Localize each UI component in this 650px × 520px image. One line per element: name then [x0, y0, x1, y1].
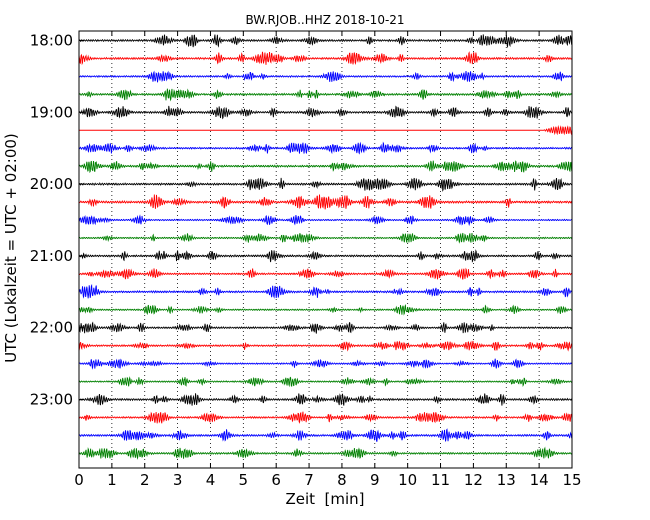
- trace-2045: [78, 232, 573, 244]
- trace-2230: [78, 358, 573, 370]
- plot-frame: [78, 30, 573, 469]
- y-tick-label-3: 21:00: [30, 247, 73, 265]
- trace-1845: [78, 88, 573, 102]
- x-tick-label-1: 1: [107, 471, 117, 489]
- x-tick-label-13: 13: [497, 471, 516, 489]
- x-tick-label-14: 14: [530, 471, 549, 489]
- x-tick-label-12: 12: [464, 471, 483, 489]
- trace-2030: [78, 214, 573, 227]
- trace-2145: [78, 303, 573, 316]
- trace-1945: [78, 160, 573, 174]
- trace-2115: [78, 267, 573, 280]
- x-tick-label-2: 2: [140, 471, 150, 489]
- x-axis-label: Zeit [min]: [285, 490, 364, 508]
- trace-1830: [78, 70, 573, 83]
- x-tick-label-9: 9: [370, 471, 380, 489]
- trace-1900: [78, 105, 573, 120]
- chart-title: BW.RJOB..HHZ 2018-10-21: [245, 13, 404, 27]
- x-tick-label-10: 10: [398, 471, 417, 489]
- y-tick-label-1: 19:00: [30, 103, 73, 121]
- trace-1815: [78, 51, 573, 66]
- trace-2345: [78, 446, 573, 460]
- x-tick-label-5: 5: [239, 471, 249, 489]
- x-tick-label-3: 3: [173, 471, 183, 489]
- x-tick-label-6: 6: [271, 471, 281, 489]
- trace-1915: [79, 124, 573, 136]
- y-axis-label: UTC (Lokalzeit = UTC + 02:00): [2, 133, 20, 363]
- x-tick-label-0: 0: [74, 471, 84, 489]
- x-tick-label-4: 4: [206, 471, 216, 489]
- trace-2015: [78, 194, 573, 210]
- x-axis: 0 1 2 3 4 5 6 7 8 9 10 11 12 13 14 15: [74, 31, 582, 489]
- grid: [111, 31, 540, 468]
- trace-1930: [78, 141, 573, 155]
- y-tick-label-4: 22:00: [30, 319, 73, 337]
- y-tick-label-5: 23:00: [30, 391, 73, 409]
- trace-2300: [78, 393, 573, 406]
- x-tick-label-7: 7: [304, 471, 314, 489]
- trace-2000: [78, 177, 573, 192]
- x-tick-label-15: 15: [562, 471, 581, 489]
- trace-2100: [78, 249, 573, 263]
- trace-2130: [78, 283, 573, 299]
- x-tick-label-11: 11: [431, 471, 450, 489]
- trace-2215: [78, 340, 573, 352]
- y-axis: 18:00 19:00 20:00 21:00 22:00 23:00: [30, 32, 84, 409]
- trace-2245: [78, 376, 573, 388]
- traces: [78, 34, 573, 460]
- x-tick-label-8: 8: [337, 471, 347, 489]
- y-tick-label-2: 20:00: [30, 175, 73, 193]
- trace-2200: [78, 321, 573, 334]
- trace-1800: [78, 34, 573, 49]
- y-tick-label-0: 18:00: [30, 32, 73, 50]
- trace-2315: [78, 411, 573, 424]
- trace-2330: [78, 428, 573, 442]
